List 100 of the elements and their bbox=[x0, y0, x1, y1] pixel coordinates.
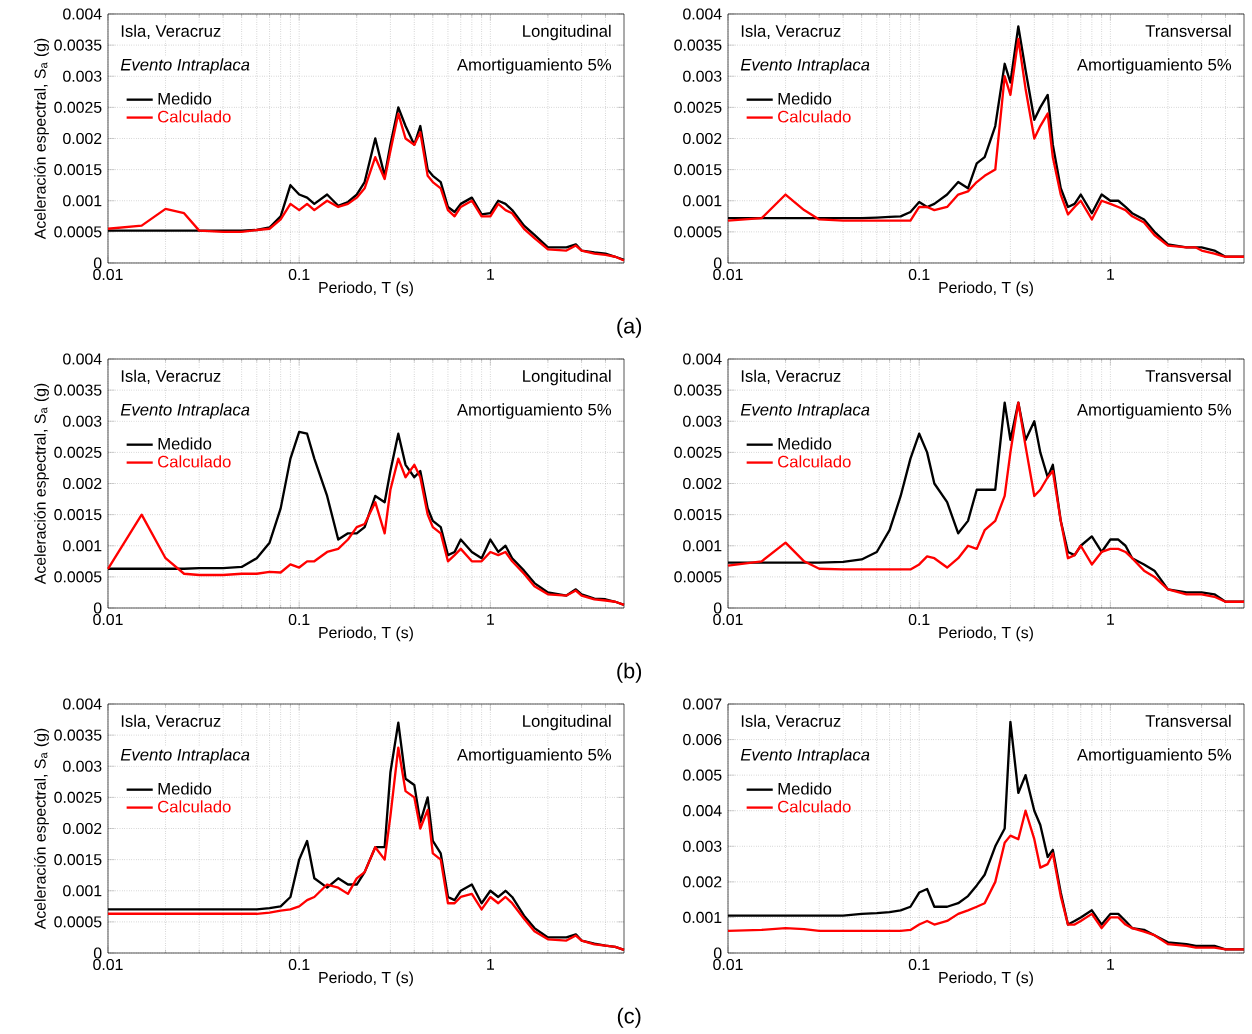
x-tick-label: 1 bbox=[1107, 268, 1114, 280]
x-tick-label: 0.01 bbox=[93, 613, 123, 626]
y-tick-label: 0.0035 bbox=[674, 39, 722, 51]
annotation: Evento Intraplaca bbox=[120, 748, 250, 764]
y-tick-label: 0.002 bbox=[63, 477, 102, 490]
y-tick-label: 0.0015 bbox=[674, 164, 722, 176]
x-axis-title: Periodo, T (s) bbox=[319, 281, 413, 297]
y-tick-label: 0.004 bbox=[683, 805, 722, 817]
y-tick-label: 0.0015 bbox=[54, 854, 102, 866]
annotation: Longitudinal bbox=[523, 369, 611, 386]
x-axis-title: Periodo, T (s) bbox=[939, 626, 1033, 642]
y-tick-label: 0.001 bbox=[63, 195, 102, 207]
annotation: Transversal bbox=[1145, 369, 1231, 382]
y-tick-label: 0.001 bbox=[683, 540, 722, 552]
y-tick-label: 0.001 bbox=[683, 911, 722, 924]
y-tick-label: 0.007 bbox=[683, 698, 722, 710]
y-axis-title: Aceleración espectral, S$_{a}$ (g) bbox=[33, 38, 49, 240]
x-axis-title: Periodo, T (s) bbox=[939, 971, 1033, 987]
y-tick-label: 0.006 bbox=[683, 733, 722, 746]
annotation: Evento Intraplaca bbox=[740, 748, 870, 764]
y-tick-label: 0.004 bbox=[683, 353, 722, 365]
y-tick-label: 0.0025 bbox=[674, 101, 722, 113]
legend-label: Medido bbox=[778, 437, 832, 450]
y-tick-label: 0.0025 bbox=[674, 446, 722, 458]
y-tick-label: 0.001 bbox=[683, 195, 722, 207]
x-tick-label: 1 bbox=[487, 613, 494, 625]
y-tick-label: 0.002 bbox=[683, 477, 722, 490]
y-axis-title: Aceleración espectral, S$_{a}$ (g) bbox=[33, 383, 49, 585]
y-tick-label: 0.002 bbox=[63, 822, 102, 835]
y-tick-label: 0 bbox=[713, 602, 722, 614]
y-tick-label: 0.0025 bbox=[54, 791, 102, 803]
y-tick-label: 0.0035 bbox=[54, 384, 102, 396]
text: (c) bbox=[617, 1007, 641, 1028]
y-tick-label: 0.0025 bbox=[54, 446, 102, 458]
y-tick-label: 0.0035 bbox=[674, 384, 722, 396]
x-tick-label: 0.01 bbox=[93, 268, 123, 281]
y-tick-label: 0.0005 bbox=[674, 571, 722, 583]
annotation: Transversal bbox=[1145, 714, 1231, 727]
annotation: Amortiguamiento 5% bbox=[457, 748, 612, 764]
y-tick-label: 0.0015 bbox=[54, 509, 102, 521]
legend-label: Medido bbox=[778, 92, 832, 105]
x-tick-label: 0.01 bbox=[713, 613, 743, 626]
y-tick-label: 0.002 bbox=[683, 876, 722, 888]
legend-label: Medido bbox=[158, 437, 212, 450]
y-tick-label: 0.004 bbox=[63, 8, 102, 20]
x-tick-label: 1 bbox=[1107, 958, 1114, 970]
x-tick-label: 0.1 bbox=[288, 268, 310, 281]
legend-label: Calculado bbox=[158, 800, 231, 813]
y-tick-label: 0.001 bbox=[63, 540, 102, 552]
legend-label: Medido bbox=[158, 782, 212, 795]
y-tick-label: 0.003 bbox=[63, 70, 102, 82]
annotation: Evento Intraplaca bbox=[120, 403, 250, 419]
legend-label: Calculado bbox=[158, 110, 231, 123]
x-tick-label: 1 bbox=[487, 958, 494, 970]
text: (b) bbox=[617, 662, 642, 683]
x-tick-label: 0.1 bbox=[288, 613, 310, 626]
annotation: Evento Intraplaca bbox=[740, 403, 870, 419]
legend-label: Medido bbox=[158, 92, 212, 105]
y-tick-label: 0.004 bbox=[683, 8, 722, 20]
y-tick-label: 0.001 bbox=[63, 885, 102, 897]
annotation: Isla, Veracruz bbox=[741, 714, 841, 729]
y-tick-label: 0.002 bbox=[683, 132, 722, 145]
y-axis-title: Aceleración espectral, S$_{a}$ (g) bbox=[33, 728, 49, 930]
y-tick-label: 0.003 bbox=[683, 70, 722, 82]
annotation: Isla, Veracruz bbox=[741, 24, 841, 39]
y-tick-label: 0.003 bbox=[63, 760, 102, 772]
legend-label: Calculado bbox=[778, 800, 851, 813]
x-tick-label: 0.01 bbox=[713, 268, 743, 281]
x-tick-label: 1 bbox=[1107, 613, 1114, 625]
x-tick-label: 0.01 bbox=[713, 958, 743, 971]
annotation: Amortiguamiento 5% bbox=[1077, 58, 1232, 74]
annotation: Transversal bbox=[1145, 24, 1231, 37]
y-tick-label: 0.0035 bbox=[54, 39, 102, 51]
y-tick-label: 0.004 bbox=[63, 698, 102, 710]
y-tick-label: 0.0015 bbox=[674, 509, 722, 521]
y-tick-label: 0.004 bbox=[63, 353, 102, 365]
x-axis-title: Periodo, T (s) bbox=[319, 626, 413, 642]
x-tick-label: 1 bbox=[487, 268, 494, 280]
annotation: Amortiguamiento 5% bbox=[1077, 403, 1232, 419]
text: (a) bbox=[617, 317, 642, 338]
y-tick-label: 0.0005 bbox=[54, 571, 102, 583]
legend-label: Calculado bbox=[778, 455, 851, 468]
annotation: Isla, Veracruz bbox=[121, 24, 221, 39]
legend-label: Calculado bbox=[778, 110, 851, 123]
x-tick-label: 0.1 bbox=[908, 268, 930, 281]
legend-label: Calculado bbox=[158, 455, 231, 468]
annotation: Evento Intraplaca bbox=[120, 58, 250, 74]
y-tick-label: 0.005 bbox=[683, 769, 722, 781]
annotation: Isla, Veracruz bbox=[121, 369, 221, 384]
x-axis-title: Periodo, T (s) bbox=[939, 281, 1033, 297]
y-tick-label: 0.0005 bbox=[674, 226, 722, 238]
x-tick-label: 0.01 bbox=[93, 958, 123, 971]
annotation: Longitudinal bbox=[523, 714, 611, 731]
y-tick-label: 0 bbox=[93, 257, 102, 269]
annotation: Isla, Veracruz bbox=[741, 369, 841, 384]
y-tick-label: 0.0035 bbox=[54, 729, 102, 741]
annotation: Amortiguamiento 5% bbox=[457, 403, 612, 419]
y-tick-label: 0.002 bbox=[63, 132, 102, 145]
x-tick-label: 0.1 bbox=[908, 613, 930, 626]
x-tick-label: 0.1 bbox=[908, 958, 930, 971]
